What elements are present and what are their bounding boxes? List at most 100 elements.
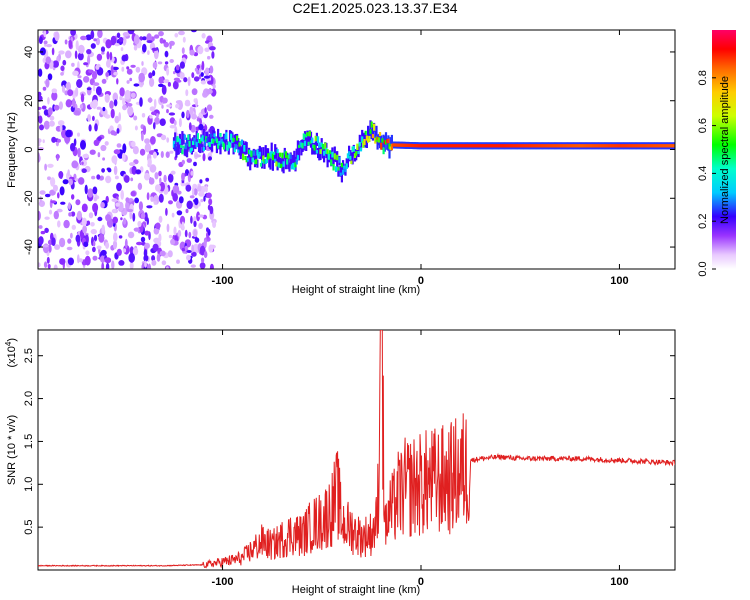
heatmap-ridge-cell bbox=[274, 158, 277, 163]
heatmap-noise-cell bbox=[149, 77, 155, 87]
heatmap-ridge-cell bbox=[490, 144, 493, 148]
heatmap-ridge-cell bbox=[264, 145, 267, 158]
heatmap-noise-cell bbox=[184, 101, 191, 107]
heatmap-ridge-cell bbox=[399, 143, 402, 147]
heatmap-noise-cell bbox=[111, 198, 118, 202]
heatmap-ridge-cell bbox=[251, 150, 254, 160]
heatmap-noise-cell bbox=[105, 72, 110, 77]
colorbar-tick-label: 0.4 bbox=[697, 166, 709, 181]
heatmap-ridge-cell bbox=[308, 131, 311, 137]
heatmap-ridge-cell bbox=[220, 138, 223, 144]
heatmap-ridge-cell bbox=[364, 130, 367, 135]
heatmap-noise-cell bbox=[51, 88, 58, 94]
heatmap-noise-cell bbox=[75, 234, 81, 243]
heatmap-ridge-cell bbox=[561, 144, 564, 148]
heatmap-ridge-cell bbox=[390, 143, 393, 151]
heatmap-ridge-cell bbox=[475, 144, 478, 148]
heatmap-ridge-cell bbox=[186, 137, 189, 144]
heatmap-ridge-cell bbox=[403, 143, 407, 147]
heatmap-ridge-cell bbox=[652, 144, 655, 148]
heatmap-noise-cell bbox=[38, 106, 42, 111]
heatmap-noise-cell bbox=[133, 227, 140, 232]
heatmap-noise-cell bbox=[99, 175, 105, 181]
heatmap-ridge-cell bbox=[309, 140, 313, 144]
heatmap-ridge-cell bbox=[567, 144, 570, 148]
heatmap-noise-cell bbox=[43, 120, 50, 130]
colorbar-gradient bbox=[712, 30, 736, 269]
snr-y-multiplier-exp: 4 bbox=[4, 341, 13, 346]
heatmap-ridge-cell bbox=[425, 144, 428, 148]
heatmap-ridge-cell bbox=[645, 144, 648, 148]
heatmap-noise-cell bbox=[96, 245, 102, 250]
heatmap-ridge-cell bbox=[242, 140, 245, 155]
heatmap-noise-cell bbox=[85, 250, 90, 256]
heatmap-ridge-cell bbox=[611, 144, 614, 148]
heatmap-ridge-cell bbox=[455, 144, 458, 148]
heatmap-ridge-cell bbox=[430, 144, 433, 148]
heatmap-noise-cell bbox=[100, 249, 107, 256]
heatmap-ridge-cell bbox=[357, 151, 360, 154]
heatmap-ridge-cell bbox=[264, 159, 267, 165]
heatmap-ridge-cell bbox=[495, 144, 498, 148]
heatmap-ridge-cell bbox=[217, 128, 220, 145]
heatmap-noise-cell bbox=[38, 36, 43, 44]
heatmap-ridge-cell bbox=[457, 144, 460, 148]
heatmap-noise-cell bbox=[207, 55, 211, 60]
heatmap-ridge-cell bbox=[187, 134, 190, 141]
heatmap-ridge-cell bbox=[267, 153, 270, 160]
heatmap-ridge-cell bbox=[543, 144, 546, 148]
heatmap-ridge-cell bbox=[303, 140, 307, 146]
heatmap-ridge-cell bbox=[175, 137, 178, 143]
heatmap-noise-cell bbox=[47, 163, 54, 168]
heatmap-ridge-cell bbox=[253, 160, 257, 165]
heatmap-ridge-cell bbox=[317, 136, 320, 143]
heatmap-noise-cell bbox=[38, 236, 44, 245]
heatmap-ridge-cell bbox=[440, 144, 443, 148]
heatmap-ridge-cell bbox=[211, 136, 214, 152]
heatmap-noise-cell bbox=[91, 71, 98, 80]
heatmap-noise-cell bbox=[132, 247, 139, 256]
heatmap-noise-cell bbox=[51, 136, 57, 143]
heatmap-noise-cell bbox=[67, 169, 70, 177]
heatmap-ridge-cell bbox=[570, 144, 573, 148]
heatmap-noise-cell bbox=[169, 117, 176, 124]
heatmap-ridge-cell bbox=[605, 144, 608, 148]
heatmap-noise-cell bbox=[153, 98, 157, 109]
heatmap-ridge-cell bbox=[178, 139, 182, 145]
heatmap-ridge-cell bbox=[215, 138, 218, 144]
heatmap-noise-cell bbox=[57, 138, 61, 143]
heatmap-noise-cell bbox=[170, 238, 176, 245]
heatmap-noise-cell bbox=[160, 151, 164, 158]
heatmap-noise-cell bbox=[153, 200, 157, 205]
heatmap-noise-cell bbox=[109, 100, 114, 109]
heatmap-noise-cell bbox=[71, 62, 75, 67]
heatmap-noise-cell bbox=[206, 227, 209, 233]
heatmap-ridge-cell bbox=[202, 146, 205, 152]
heatmap-ridge-cell bbox=[432, 144, 435, 148]
heatmap-noise-cell bbox=[190, 264, 196, 268]
heatmap-noise-cell bbox=[141, 113, 146, 118]
heatmap-noise-cell bbox=[80, 35, 87, 41]
heatmap-noise-cell bbox=[141, 61, 144, 66]
heatmap-noise-cell bbox=[43, 40, 48, 45]
heatmap-noise-cell bbox=[97, 216, 103, 222]
heatmap-noise-cell bbox=[175, 103, 180, 109]
heatmap-ridge-cell bbox=[667, 144, 670, 148]
heatmap-ridge-cell bbox=[312, 143, 315, 154]
heatmap-ridge-cell bbox=[375, 125, 378, 136]
heatmap-noise-cell bbox=[144, 138, 151, 144]
heatmap-ridge-cell bbox=[389, 137, 392, 152]
heatmap-ridge-cell bbox=[250, 150, 253, 157]
heatmap-noise-cell bbox=[71, 224, 77, 230]
heatmap-ridge-cell bbox=[352, 146, 355, 152]
heatmap-ridge-cell bbox=[369, 129, 372, 134]
heatmap-ridge-cell bbox=[649, 144, 652, 148]
heatmap-ridge-cell bbox=[184, 142, 187, 150]
heatmap-noise-cell bbox=[46, 256, 50, 264]
heatmap-ridge-cell bbox=[303, 131, 307, 145]
heatmap-ridge-cell bbox=[233, 147, 236, 153]
heatmap-noise-cell bbox=[191, 251, 197, 257]
heatmap-ridge-cell bbox=[424, 144, 427, 148]
heatmap-ridge-cell bbox=[276, 149, 279, 153]
heatmap-noise-cell bbox=[204, 185, 208, 193]
